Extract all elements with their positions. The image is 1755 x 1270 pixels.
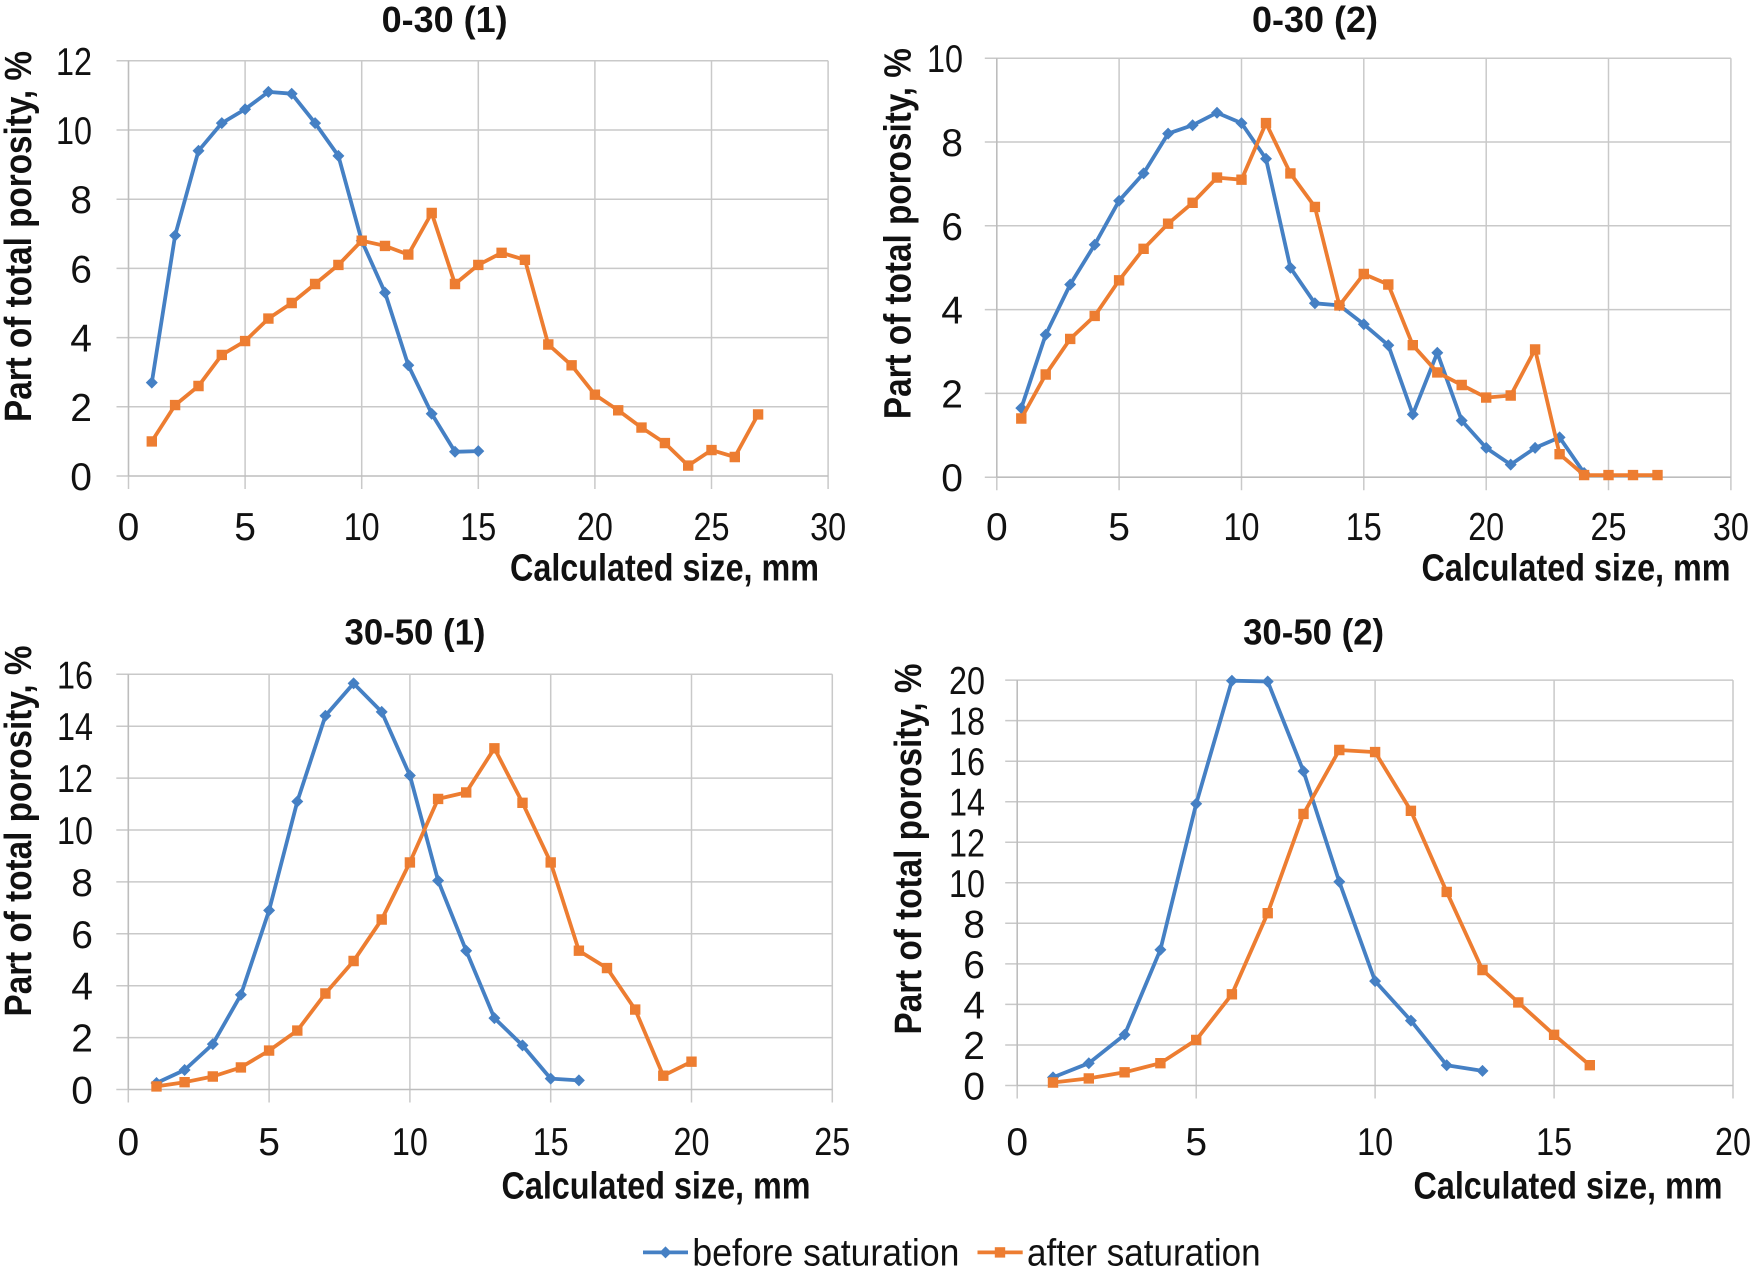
svg-text:20: 20 xyxy=(949,660,985,703)
svg-text:10: 10 xyxy=(1357,1121,1393,1164)
svg-text:16: 16 xyxy=(949,741,985,784)
svg-text:Calculated size, mm: Calculated size, mm xyxy=(510,548,819,590)
svg-text:0: 0 xyxy=(963,1066,985,1109)
svg-text:25: 25 xyxy=(694,506,730,549)
svg-text:20: 20 xyxy=(1715,1121,1751,1164)
svg-text:Part of total porosity, %: Part of total porosity, % xyxy=(0,646,40,1017)
svg-text:10: 10 xyxy=(1224,506,1260,549)
svg-text:14: 14 xyxy=(949,782,985,825)
svg-text:30: 30 xyxy=(810,506,846,549)
svg-text:8: 8 xyxy=(70,179,92,222)
svg-text:30-50 (1): 30-50 (1) xyxy=(345,612,486,653)
svg-text:15: 15 xyxy=(1346,506,1382,549)
svg-text:0: 0 xyxy=(118,506,140,549)
svg-text:20: 20 xyxy=(674,1121,710,1164)
svg-text:2: 2 xyxy=(941,373,963,416)
svg-text:30-50 (2): 30-50 (2) xyxy=(1243,612,1384,653)
svg-text:16: 16 xyxy=(57,654,93,697)
svg-text:6: 6 xyxy=(71,914,93,957)
svg-text:4: 4 xyxy=(963,984,985,1027)
svg-text:10: 10 xyxy=(392,1121,428,1164)
svg-text:5: 5 xyxy=(258,1121,280,1164)
svg-text:14: 14 xyxy=(57,706,93,749)
svg-text:8: 8 xyxy=(941,122,963,165)
svg-text:20: 20 xyxy=(577,506,613,549)
svg-text:6: 6 xyxy=(70,248,92,291)
svg-text:5: 5 xyxy=(1108,506,1130,549)
svg-text:0: 0 xyxy=(1006,1121,1028,1164)
svg-text:15: 15 xyxy=(460,506,496,549)
svg-text:8: 8 xyxy=(963,903,985,946)
svg-text:after saturation: after saturation xyxy=(1027,1233,1261,1270)
svg-text:12: 12 xyxy=(949,822,985,865)
svg-text:0-30 (1): 0-30 (1) xyxy=(382,0,508,40)
svg-text:5: 5 xyxy=(1185,1121,1207,1164)
svg-text:Part of total porosity, %: Part of total porosity, % xyxy=(888,664,930,1035)
svg-text:4: 4 xyxy=(71,966,93,1009)
svg-text:0: 0 xyxy=(71,1070,93,1113)
svg-text:15: 15 xyxy=(533,1121,569,1164)
svg-text:10: 10 xyxy=(57,810,93,853)
svg-text:6: 6 xyxy=(963,944,985,987)
svg-text:Part of total porosity, %: Part of total porosity, % xyxy=(878,48,920,419)
svg-text:12: 12 xyxy=(56,41,92,84)
svg-text:25: 25 xyxy=(1591,506,1627,549)
svg-text:2: 2 xyxy=(71,1018,93,1061)
svg-text:0: 0 xyxy=(117,1121,139,1164)
svg-text:4: 4 xyxy=(70,318,92,361)
svg-text:15: 15 xyxy=(1536,1121,1572,1164)
svg-text:30: 30 xyxy=(1713,506,1749,549)
svg-text:2: 2 xyxy=(963,1025,985,1068)
svg-text:10: 10 xyxy=(949,863,985,906)
svg-text:Part of total porosity, %: Part of total porosity, % xyxy=(0,51,40,422)
svg-text:6: 6 xyxy=(941,206,963,249)
svg-text:8: 8 xyxy=(71,862,93,905)
svg-text:12: 12 xyxy=(57,758,93,801)
svg-text:4: 4 xyxy=(941,290,963,333)
svg-text:0: 0 xyxy=(941,457,963,500)
svg-text:10: 10 xyxy=(56,110,92,153)
svg-text:before saturation: before saturation xyxy=(692,1233,959,1270)
svg-text:18: 18 xyxy=(949,701,985,744)
svg-text:20: 20 xyxy=(1468,506,1504,549)
svg-text:Calculated size, mm: Calculated size, mm xyxy=(1422,548,1731,590)
svg-text:25: 25 xyxy=(814,1121,850,1164)
svg-text:Calculated size, mm: Calculated size, mm xyxy=(502,1166,811,1208)
svg-text:10: 10 xyxy=(344,506,380,549)
svg-text:0: 0 xyxy=(986,506,1008,549)
svg-text:2: 2 xyxy=(70,387,92,430)
svg-text:0: 0 xyxy=(70,456,92,499)
svg-text:5: 5 xyxy=(234,506,256,549)
svg-text:0-30 (2): 0-30 (2) xyxy=(1252,0,1378,40)
svg-text:10: 10 xyxy=(927,38,963,81)
svg-text:Calculated size, mm: Calculated size, mm xyxy=(1414,1166,1723,1208)
